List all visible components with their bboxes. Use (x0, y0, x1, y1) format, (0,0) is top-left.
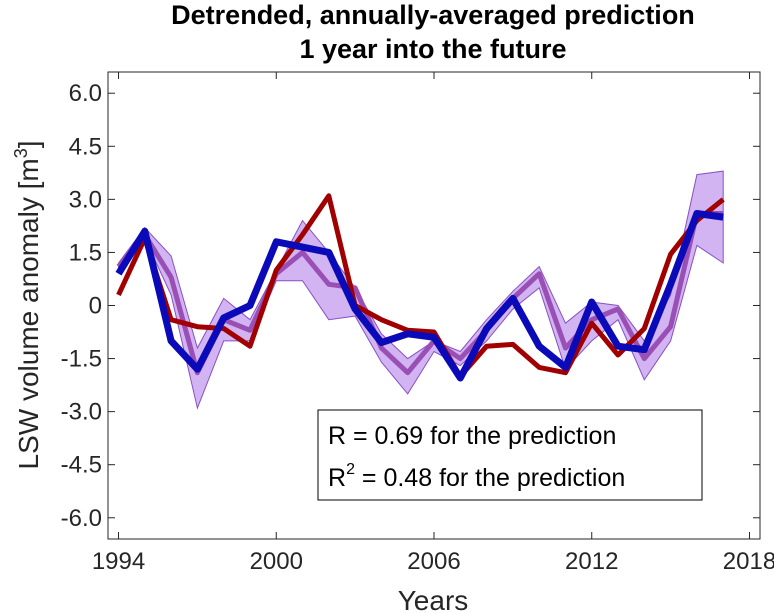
y-tick-label: -1.5 (61, 346, 102, 373)
x-axis-label: Years (398, 585, 469, 613)
x-tick-label: 2012 (565, 548, 618, 575)
r2-superscript: 2 (346, 461, 355, 478)
line-layer (115, 193, 725, 382)
stats-annotation-box: R = 0.69 for the prediction R2 = 0.48 fo… (317, 409, 703, 501)
chart-title-line-2: 1 year into the future (299, 34, 566, 64)
stats-box-frame (317, 409, 703, 501)
y-tick-label: 0 (89, 293, 102, 320)
series-prediction-line (115, 210, 724, 382)
y-tick-label: -4.5 (61, 452, 102, 479)
y-axis-label: LSW volume anomaly [m3] (11, 140, 44, 469)
x-tick-label: 2006 (407, 548, 460, 575)
r2-suffix: = 0.48 for the prediction (355, 464, 625, 492)
x-tick-label: 2000 (250, 548, 303, 575)
y-tick-label: 4.5 (69, 133, 102, 160)
r2-prefix: R (328, 464, 346, 492)
tick-layer: 1994 2000 2006 2012 2018 6.0 4.5 3.0 1.5 0 -1.5 -3.… (61, 72, 774, 575)
y-tick-label: 1.5 (69, 239, 102, 266)
y-axis-label-close: ] (13, 140, 44, 148)
y-axis-label-text: LSW volume anomaly [m (13, 158, 44, 469)
r2-annotation: R2 = 0.48 for the prediction (328, 461, 625, 492)
r-annotation: R = 0.69 for the prediction (328, 422, 616, 450)
y-axis-label-superscript: 3 (11, 148, 31, 158)
chart-title-line-1: Detrended, annually-averaged prediction (171, 0, 695, 30)
x-tick-label: 2018 (723, 548, 774, 575)
x-tick-label: 1994 (92, 548, 145, 575)
y-tick-label: -6.0 (61, 505, 102, 532)
y-tick-label: -3.0 (61, 399, 102, 426)
y-tick-label: 6.0 (69, 80, 102, 107)
y-tick-label: 3.0 (69, 186, 102, 213)
